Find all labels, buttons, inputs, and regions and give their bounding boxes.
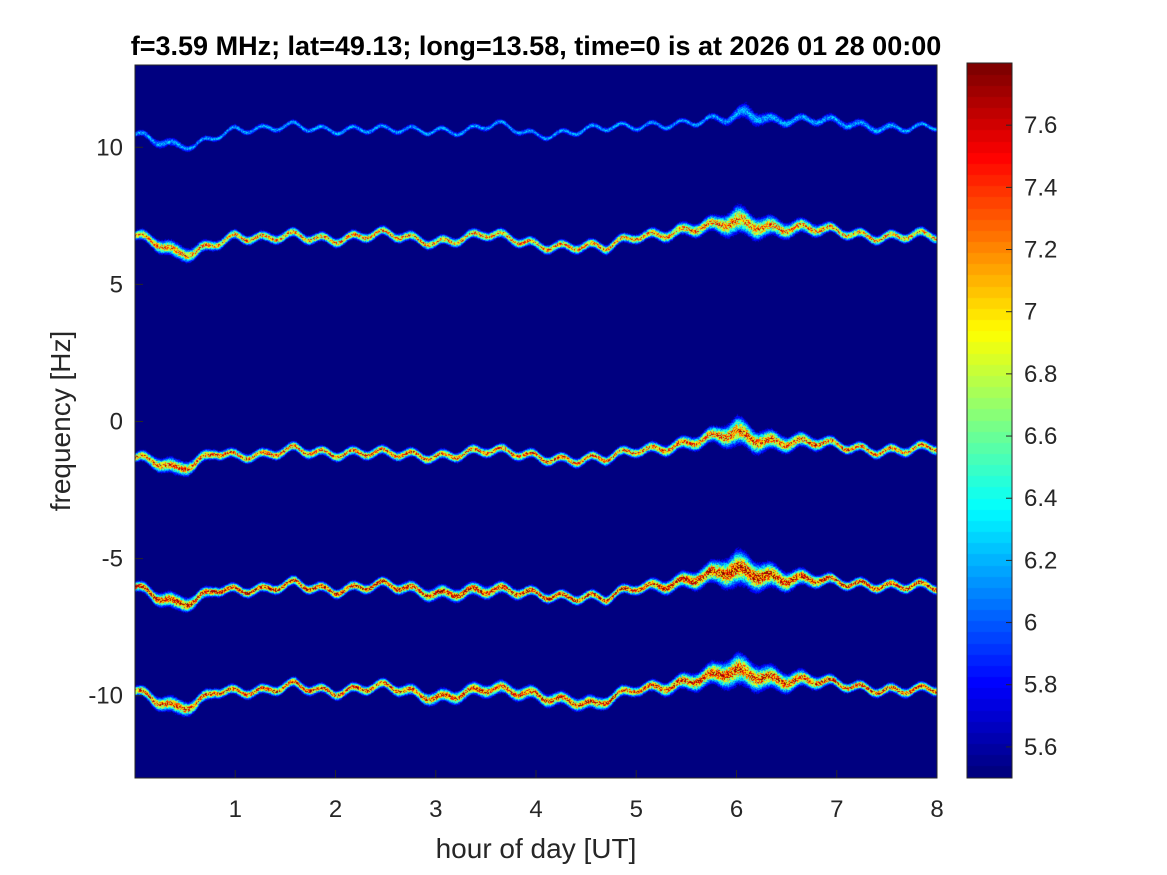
colorbar-tick-label: 6.4 xyxy=(1024,485,1057,512)
colorbar-tick-label: 7.4 xyxy=(1024,174,1057,201)
colorbar-axis: 7.6 7.4 7.2 7 6.8 6.6 6.4 6.2 6 5.8 5.6 xyxy=(1006,112,1057,761)
x-tick-label: 7 xyxy=(830,796,843,823)
plot-area-frame xyxy=(134,64,938,779)
colorbar-tick-label: 7 xyxy=(1024,299,1037,326)
colorbar-frame xyxy=(966,62,1013,779)
colorbar-tick-label: 5.6 xyxy=(1024,734,1057,761)
y-axis: 10 5 0 -5 -10 xyxy=(88,134,143,710)
y-tick-label: -5 xyxy=(102,546,123,573)
y-tick-label: 0 xyxy=(110,409,123,436)
x-tick-label: 5 xyxy=(630,796,643,823)
colorbar-tick-label: 6.2 xyxy=(1024,547,1057,574)
x-tick-label: 3 xyxy=(429,796,442,823)
colorbar-tick-label: 7.2 xyxy=(1024,237,1057,264)
chart-title: f=3.59 MHz; lat=49.13; long=13.58, time=… xyxy=(131,31,941,61)
y-tick-label: 10 xyxy=(96,134,123,161)
x-tick-label: 2 xyxy=(329,796,342,823)
colorbar-gradient xyxy=(967,63,1012,778)
spectrogram-image xyxy=(135,65,937,778)
colorbar-tick-label: 5.8 xyxy=(1024,672,1057,699)
x-axis-label: hour of day [UT] xyxy=(436,833,637,864)
y-tick-label: -10 xyxy=(88,683,123,710)
x-tick-label: 4 xyxy=(529,796,542,823)
colorbar-tick-label: 6 xyxy=(1024,610,1037,637)
y-tick-label: 5 xyxy=(110,271,123,298)
x-axis: 1 2 3 4 5 6 7 8 xyxy=(229,770,944,823)
colorbar-tick-label: 6.8 xyxy=(1024,361,1057,388)
colorbar-tick-label: 7.6 xyxy=(1024,112,1057,139)
x-tick-label: 6 xyxy=(730,796,743,823)
x-tick-label: 8 xyxy=(930,796,943,823)
colorbar-tick-label: 6.6 xyxy=(1024,423,1057,450)
y-axis-label: frequency [Hz] xyxy=(45,331,76,512)
x-tick-label: 1 xyxy=(229,796,242,823)
